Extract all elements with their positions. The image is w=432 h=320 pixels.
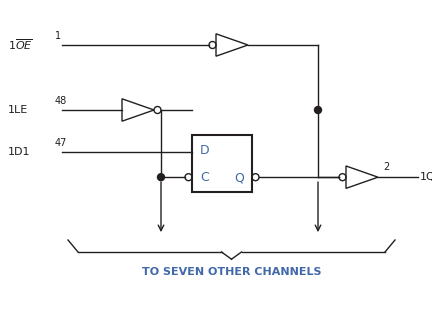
Text: 48: 48: [55, 96, 67, 106]
Text: 1D1: 1D1: [8, 147, 31, 157]
Circle shape: [158, 174, 165, 181]
Text: $1\overline{OE}$: $1\overline{OE}$: [8, 38, 33, 52]
Text: 47: 47: [55, 138, 67, 148]
Text: Q: Q: [234, 171, 244, 184]
Text: 1Q1: 1Q1: [420, 172, 432, 182]
Text: TO SEVEN OTHER CHANNELS: TO SEVEN OTHER CHANNELS: [142, 267, 321, 277]
Text: 2: 2: [383, 162, 389, 172]
Text: 1: 1: [55, 31, 61, 41]
Circle shape: [314, 107, 321, 114]
Text: C: C: [200, 171, 209, 184]
Text: 1LE: 1LE: [8, 105, 28, 115]
Bar: [192, 135, 252, 192]
Text: D: D: [200, 144, 210, 157]
